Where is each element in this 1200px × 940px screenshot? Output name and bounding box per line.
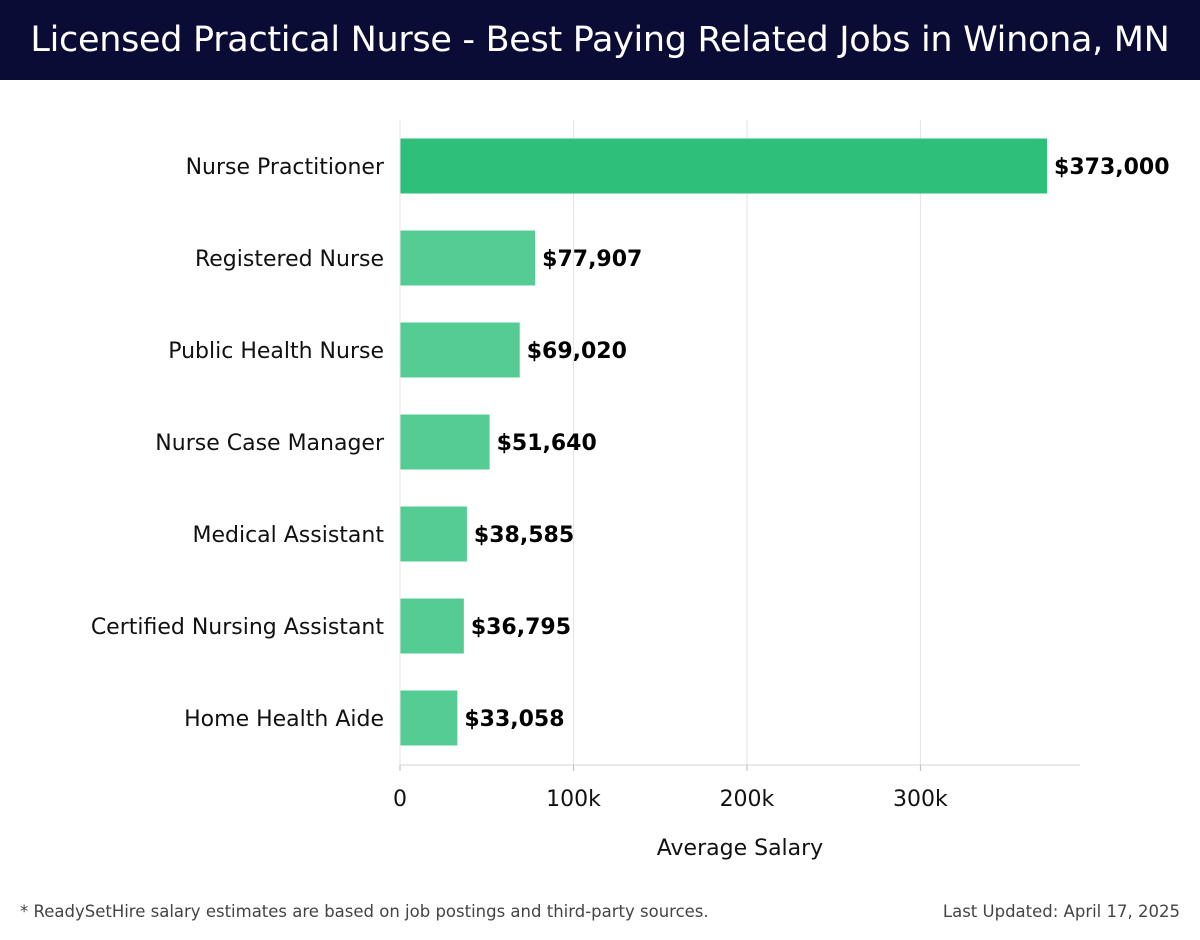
value-label: $77,907: [542, 247, 642, 272]
bar-2: [400, 322, 520, 378]
category-label: Home Health Aide: [184, 707, 384, 732]
value-label: $69,020: [527, 339, 627, 364]
footnote: * ReadySetHire salary estimates are base…: [20, 902, 709, 921]
last-updated: Last Updated: April 17, 2025: [942, 902, 1180, 921]
bars: [400, 138, 1048, 746]
category-label: Nurse Case Manager: [155, 431, 385, 456]
chart-header: Licensed Practical Nurse - Best Paying R…: [0, 0, 1200, 80]
bar-1: [400, 230, 536, 286]
category-label: Public Health Nurse: [168, 339, 384, 364]
chart-title: Licensed Practical Nurse - Best Paying R…: [30, 20, 1170, 60]
value-label: $36,795: [471, 615, 571, 640]
x-axis: 0 100k 200k 300k: [393, 120, 1080, 812]
category-label: Registered Nurse: [195, 247, 384, 272]
x-tick-label: 300k: [893, 787, 948, 812]
value-label: $38,585: [474, 523, 574, 548]
labels: Nurse Practitioner $373,000 Registered Nur…: [91, 155, 1170, 732]
value-label: $33,058: [464, 707, 564, 732]
value-label: $51,640: [497, 431, 597, 456]
x-tick-label: 200k: [720, 787, 775, 812]
x-tick-label: 0: [393, 787, 407, 812]
category-label: Nurse Practitioner: [186, 155, 385, 180]
category-label: Certified Nursing Assistant: [91, 615, 385, 640]
value-label: $373,000: [1054, 155, 1170, 180]
category-label: Medical Assistant: [192, 523, 384, 548]
bar-0: [400, 138, 1048, 194]
bar-6: [400, 690, 458, 746]
bar-4: [400, 506, 467, 562]
bar-5: [400, 598, 464, 654]
bar-3: [400, 414, 490, 470]
x-axis-title: Average Salary: [657, 836, 823, 861]
x-tick-label: 100k: [546, 787, 601, 812]
bar-chart: 0 100k 200k 300k Nurse Practitioner $373,000…: [91, 120, 1170, 861]
grid-lines: [572, 120, 921, 765]
